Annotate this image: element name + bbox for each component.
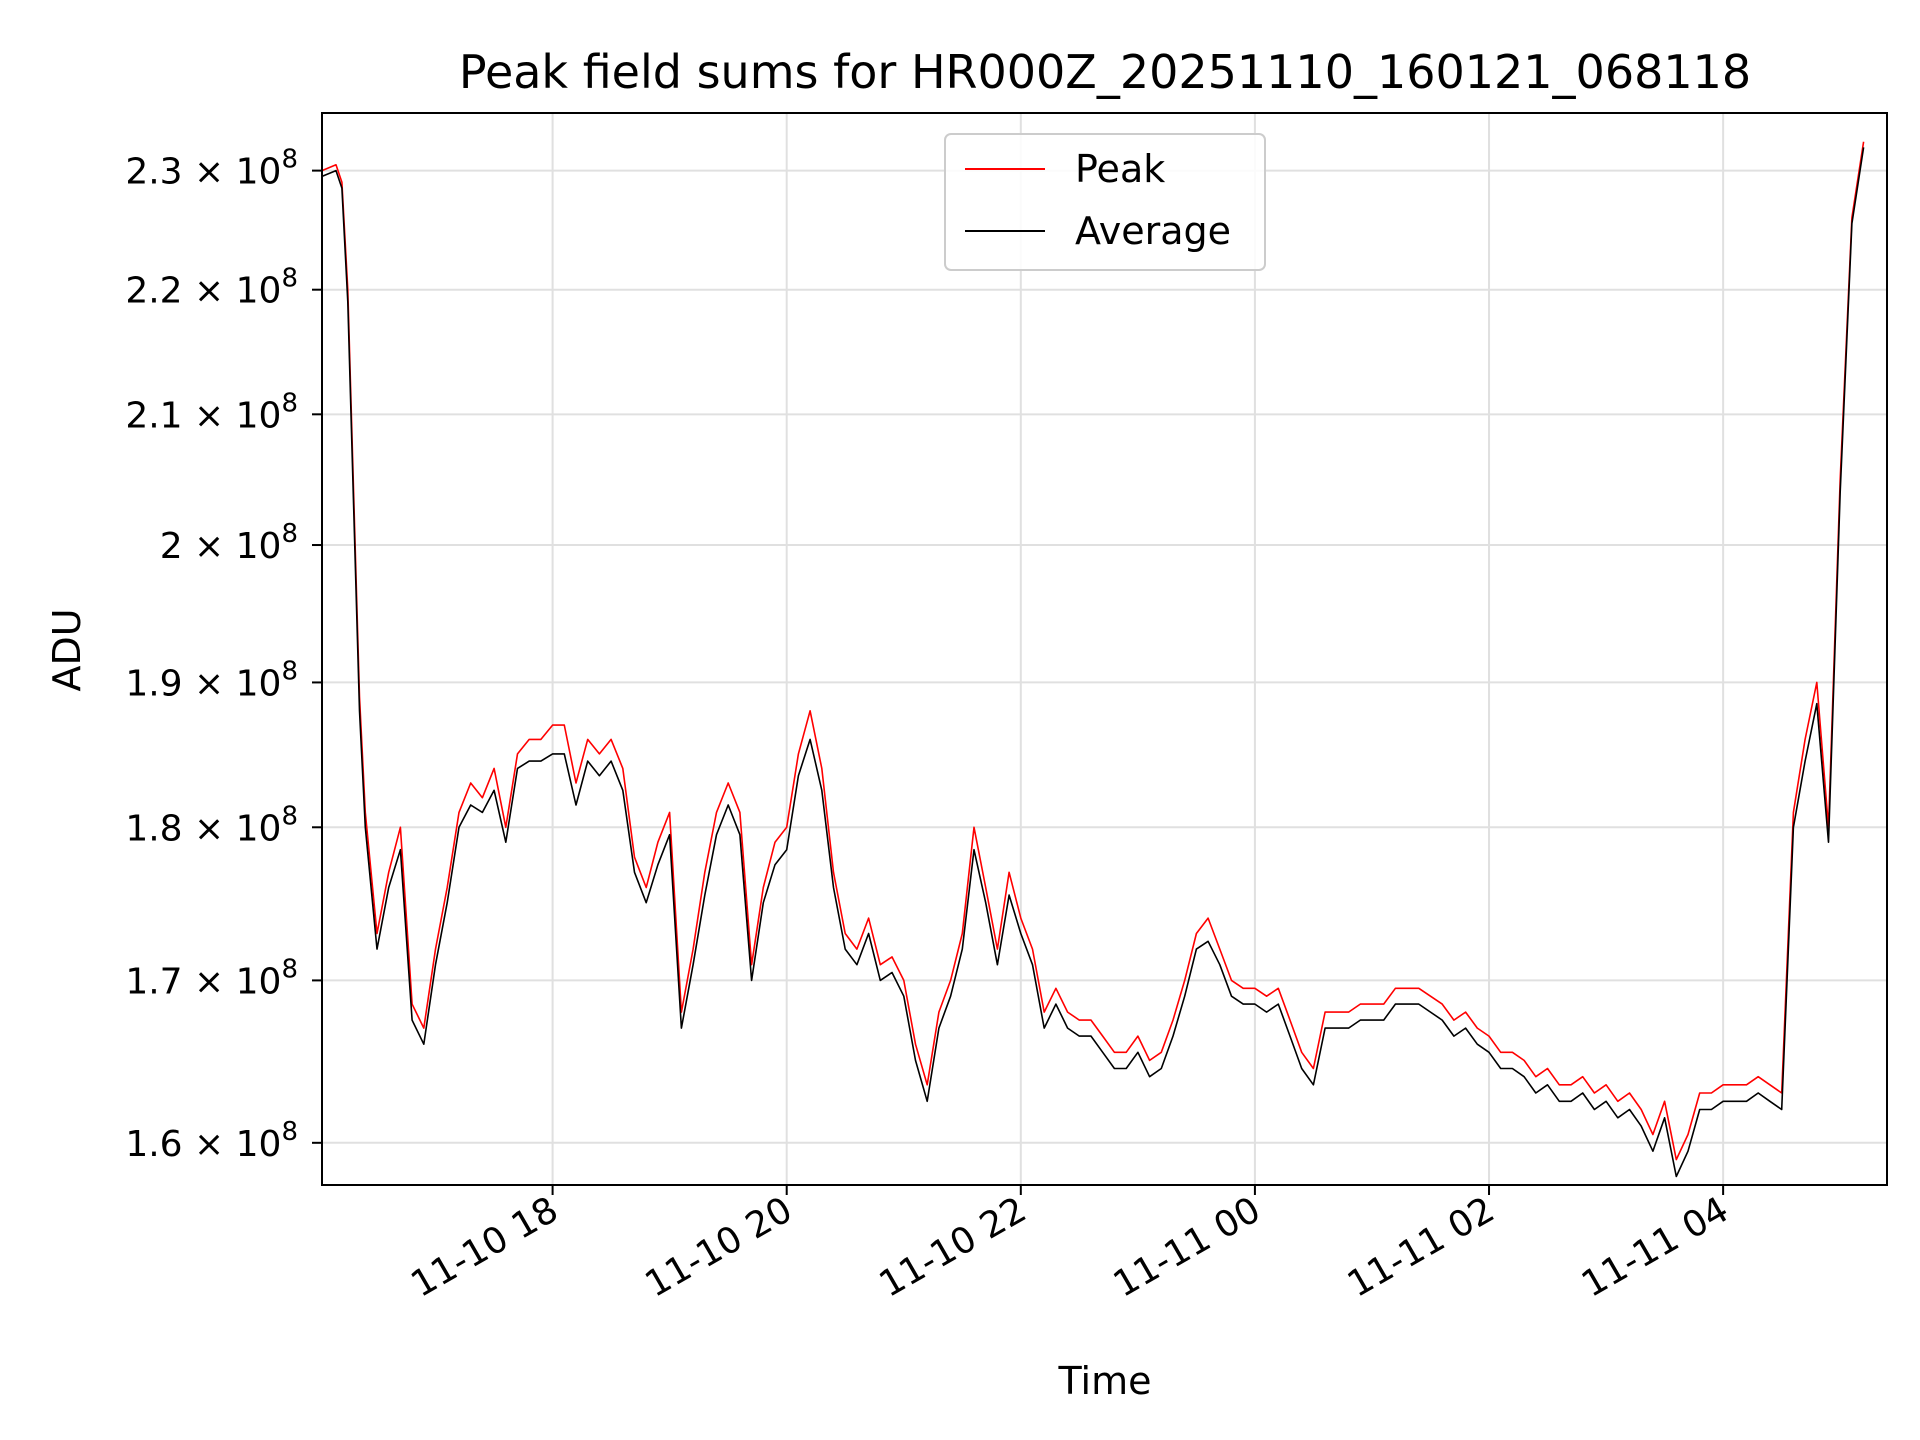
grid-lines xyxy=(322,113,1887,1185)
y-tick-label: 2.2 × 108 xyxy=(125,264,298,312)
y-tick-label: 1.6 × 108 xyxy=(125,1117,298,1165)
chart-title: Peak field sums for HR000Z_20251110_1601… xyxy=(459,45,1751,99)
x-axis-label: Time xyxy=(1058,1359,1152,1403)
y-tick-label: 1.9 × 108 xyxy=(125,656,298,704)
series-line-peak xyxy=(321,141,1865,1161)
series-line-average xyxy=(321,147,1865,1178)
series-layer xyxy=(321,141,1865,1178)
y-axis-label: ADU xyxy=(45,608,89,691)
y-axis: 2.3 × 108 2.2 × 108 2.1 × 108 2 × 108 1.9 × … xyxy=(125,145,322,1165)
legend[interactable]: Peak Average xyxy=(944,133,1266,271)
y-tick-label: 2.1 × 108 xyxy=(125,388,298,436)
legend-peak-label: Peak xyxy=(1075,147,1165,191)
y-tick-label: 2 × 108 xyxy=(160,519,298,567)
legend-average-label: Average xyxy=(1075,209,1231,253)
y-tick-label: 1.7 × 108 xyxy=(125,954,298,1002)
y-tick-label: 2.3 × 108 xyxy=(125,145,298,193)
y-tick-label: 1.8 × 108 xyxy=(125,801,298,849)
plot-frame xyxy=(321,112,1888,1186)
